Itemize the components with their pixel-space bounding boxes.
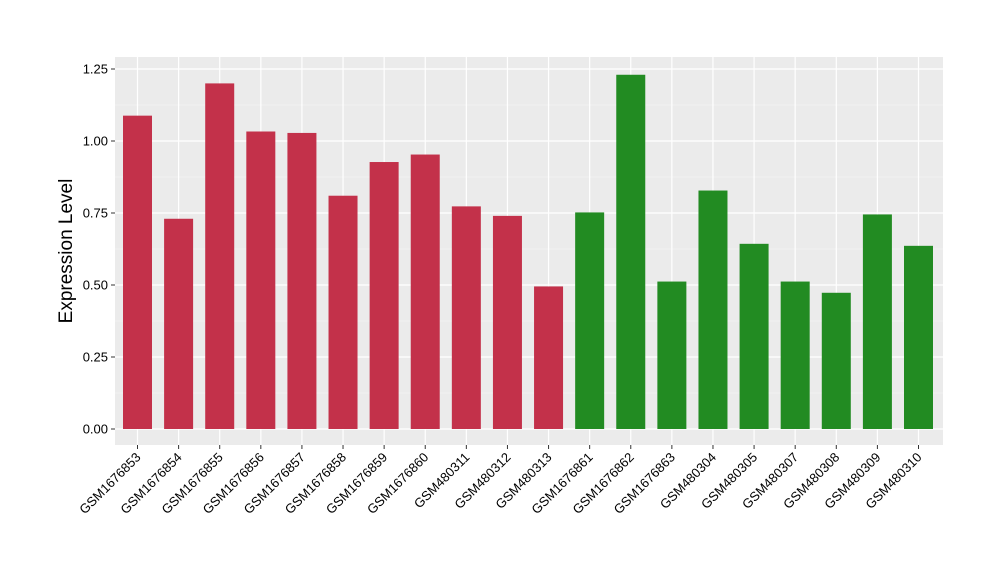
- y-axis-label: Expression Level: [56, 179, 77, 324]
- bar-GSM1676858: [328, 195, 358, 429]
- bar-GSM480305: [739, 243, 769, 429]
- bar-GSM1676860: [410, 154, 440, 429]
- bar-GSM1676854: [164, 218, 194, 429]
- y-tick-label: 0.75: [83, 206, 108, 221]
- y-tick-label: 1.00: [83, 134, 108, 149]
- bar-GSM1676861: [575, 212, 605, 429]
- bar-GSM1676862: [616, 74, 646, 429]
- y-tick-label: 0.25: [83, 350, 108, 365]
- bar-GSM1676857: [287, 132, 317, 429]
- y-tick-label: 0.00: [83, 422, 108, 437]
- y-axis: 0.00 0.25 0.50 0.75 1.00 1.25: [83, 62, 115, 437]
- bar-GSM480309: [862, 214, 892, 429]
- bar-GSM480313: [534, 286, 564, 429]
- bar-GSM480311: [451, 206, 481, 429]
- panel-background: [115, 57, 943, 445]
- bars: [123, 74, 933, 430]
- bar-GSM480304: [698, 190, 728, 429]
- x-axis: GSM1676853GSM1676854GSM1676855GSM1676856…: [76, 445, 925, 517]
- bar-GSM1676863: [657, 281, 687, 429]
- bar-GSM480310: [904, 245, 933, 429]
- bar-GSM1676855: [205, 83, 235, 430]
- bar-GSM480308: [821, 292, 851, 429]
- bar-GSM480307: [780, 281, 810, 429]
- bar-GSM480312: [492, 215, 522, 429]
- bar-GSM1676859: [369, 162, 399, 430]
- bar-GSM1676853: [123, 115, 152, 429]
- y-tick-label: 0.50: [83, 278, 108, 293]
- bar-GSM1676856: [246, 131, 276, 429]
- y-tick-label: 1.25: [83, 62, 108, 77]
